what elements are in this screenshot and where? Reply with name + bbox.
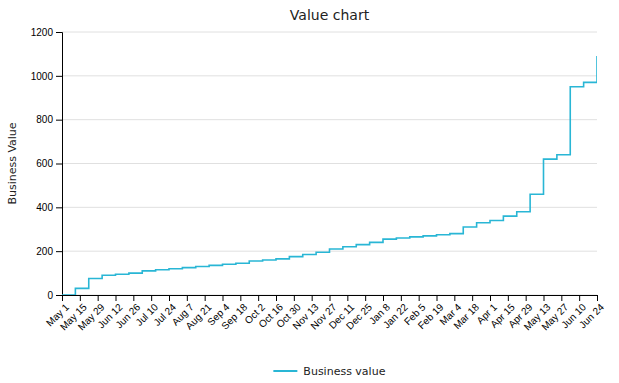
y-tick-label: 800 [36,114,53,125]
y-tick-mark [56,120,62,121]
x-tick-mark [401,295,402,301]
grid-line [62,119,597,120]
x-tick-mark [116,295,117,301]
y-tick: 0 [47,290,62,301]
plot: 0 200 400 600 800 1000 1200 May 1May 15May 29Ju… [31,27,607,333]
grid-line [62,75,597,76]
x-tick-mark [490,295,491,301]
x-tick-mark [276,295,277,301]
x-tick-mark [330,295,331,301]
y-axis-line [56,33,63,296]
grid-line [62,163,597,164]
x-tick-mark [223,295,224,301]
y-tick-mark [56,251,62,252]
x-tick-mark [240,295,241,301]
x-axis-line [63,296,598,302]
x-tick-mark [365,295,366,301]
y-tick-mark [56,76,62,77]
x-tick-mark [80,295,81,301]
grid-line [62,207,597,208]
x-tick-mark [419,295,420,301]
y-tick: 1200 [31,27,62,38]
x-tick: Jan 22 [381,295,410,330]
chart: 0 200 400 600 800 1000 1200 May 1May 15May 29Ju… [0,0,619,383]
y-tick-label: 1200 [31,27,54,38]
y-tick-mark [56,295,62,296]
x-tick-mark [258,295,259,301]
x-tick-mark [526,295,527,301]
y-tick-mark [56,207,62,208]
y-tick: 400 [36,202,62,213]
x-tick-mark [437,295,438,301]
x-tick-mark [561,295,562,301]
y-tick-label: 400 [36,202,53,213]
x-tick: Aug 21 [183,295,213,332]
x-tick-mark [597,295,598,301]
y-axis-title: Business Value [6,122,19,204]
x-tick-mark [544,295,545,301]
x-tick-mark [205,295,206,301]
x-tick-mark [62,295,63,301]
legend-swatch [273,370,297,372]
title: Value chart [290,7,370,23]
y-tick-mark [56,164,62,165]
x-tick-mark [187,295,188,301]
x-tick-mark [508,295,509,301]
x-tick: Dec 25 [344,295,374,332]
marks [62,56,597,295]
legend-item: Business value [273,365,385,378]
y-tick: 200 [36,246,62,257]
x-tick-mark [98,295,99,301]
x-tick: Feb 19 [416,295,446,331]
y-axis: 0 200 400 600 800 1000 1200 [31,27,63,301]
y-tick-label: 600 [36,158,53,169]
y-tick-label: 0 [47,290,53,301]
grid [62,32,597,295]
series-line [62,56,597,295]
legend: Business value [273,365,385,378]
x-tick-mark [347,295,348,301]
legend-label: Business value [303,365,385,378]
x-tick: Jun 24 [577,295,606,330]
y-tick-label: 1000 [31,71,54,82]
x-tick-mark [472,295,473,301]
x-tick: Mar 18 [451,295,481,331]
x-tick-mark [579,295,580,301]
y-tick-label: 200 [36,246,53,257]
x-tick-label: Jun 24 [577,301,606,330]
x-tick-mark [169,295,170,301]
x-tick-mark [133,295,134,301]
y-tick: 800 [36,114,62,125]
x-tick-mark [383,295,384,301]
y-tick-mark [56,32,62,33]
x-tick: Sep 18 [219,295,249,332]
x-axis: May 1May 15May 29Jun 12Jun 26Jul 10Jul 2… [44,295,606,332]
x-tick-mark [312,295,313,301]
x-tick-mark [294,295,295,301]
x-tick-mark [151,295,152,301]
x-tick-mark [454,295,455,301]
grid-line [62,32,597,33]
y-tick: 600 [36,158,62,169]
y-tick: 1000 [31,71,62,82]
